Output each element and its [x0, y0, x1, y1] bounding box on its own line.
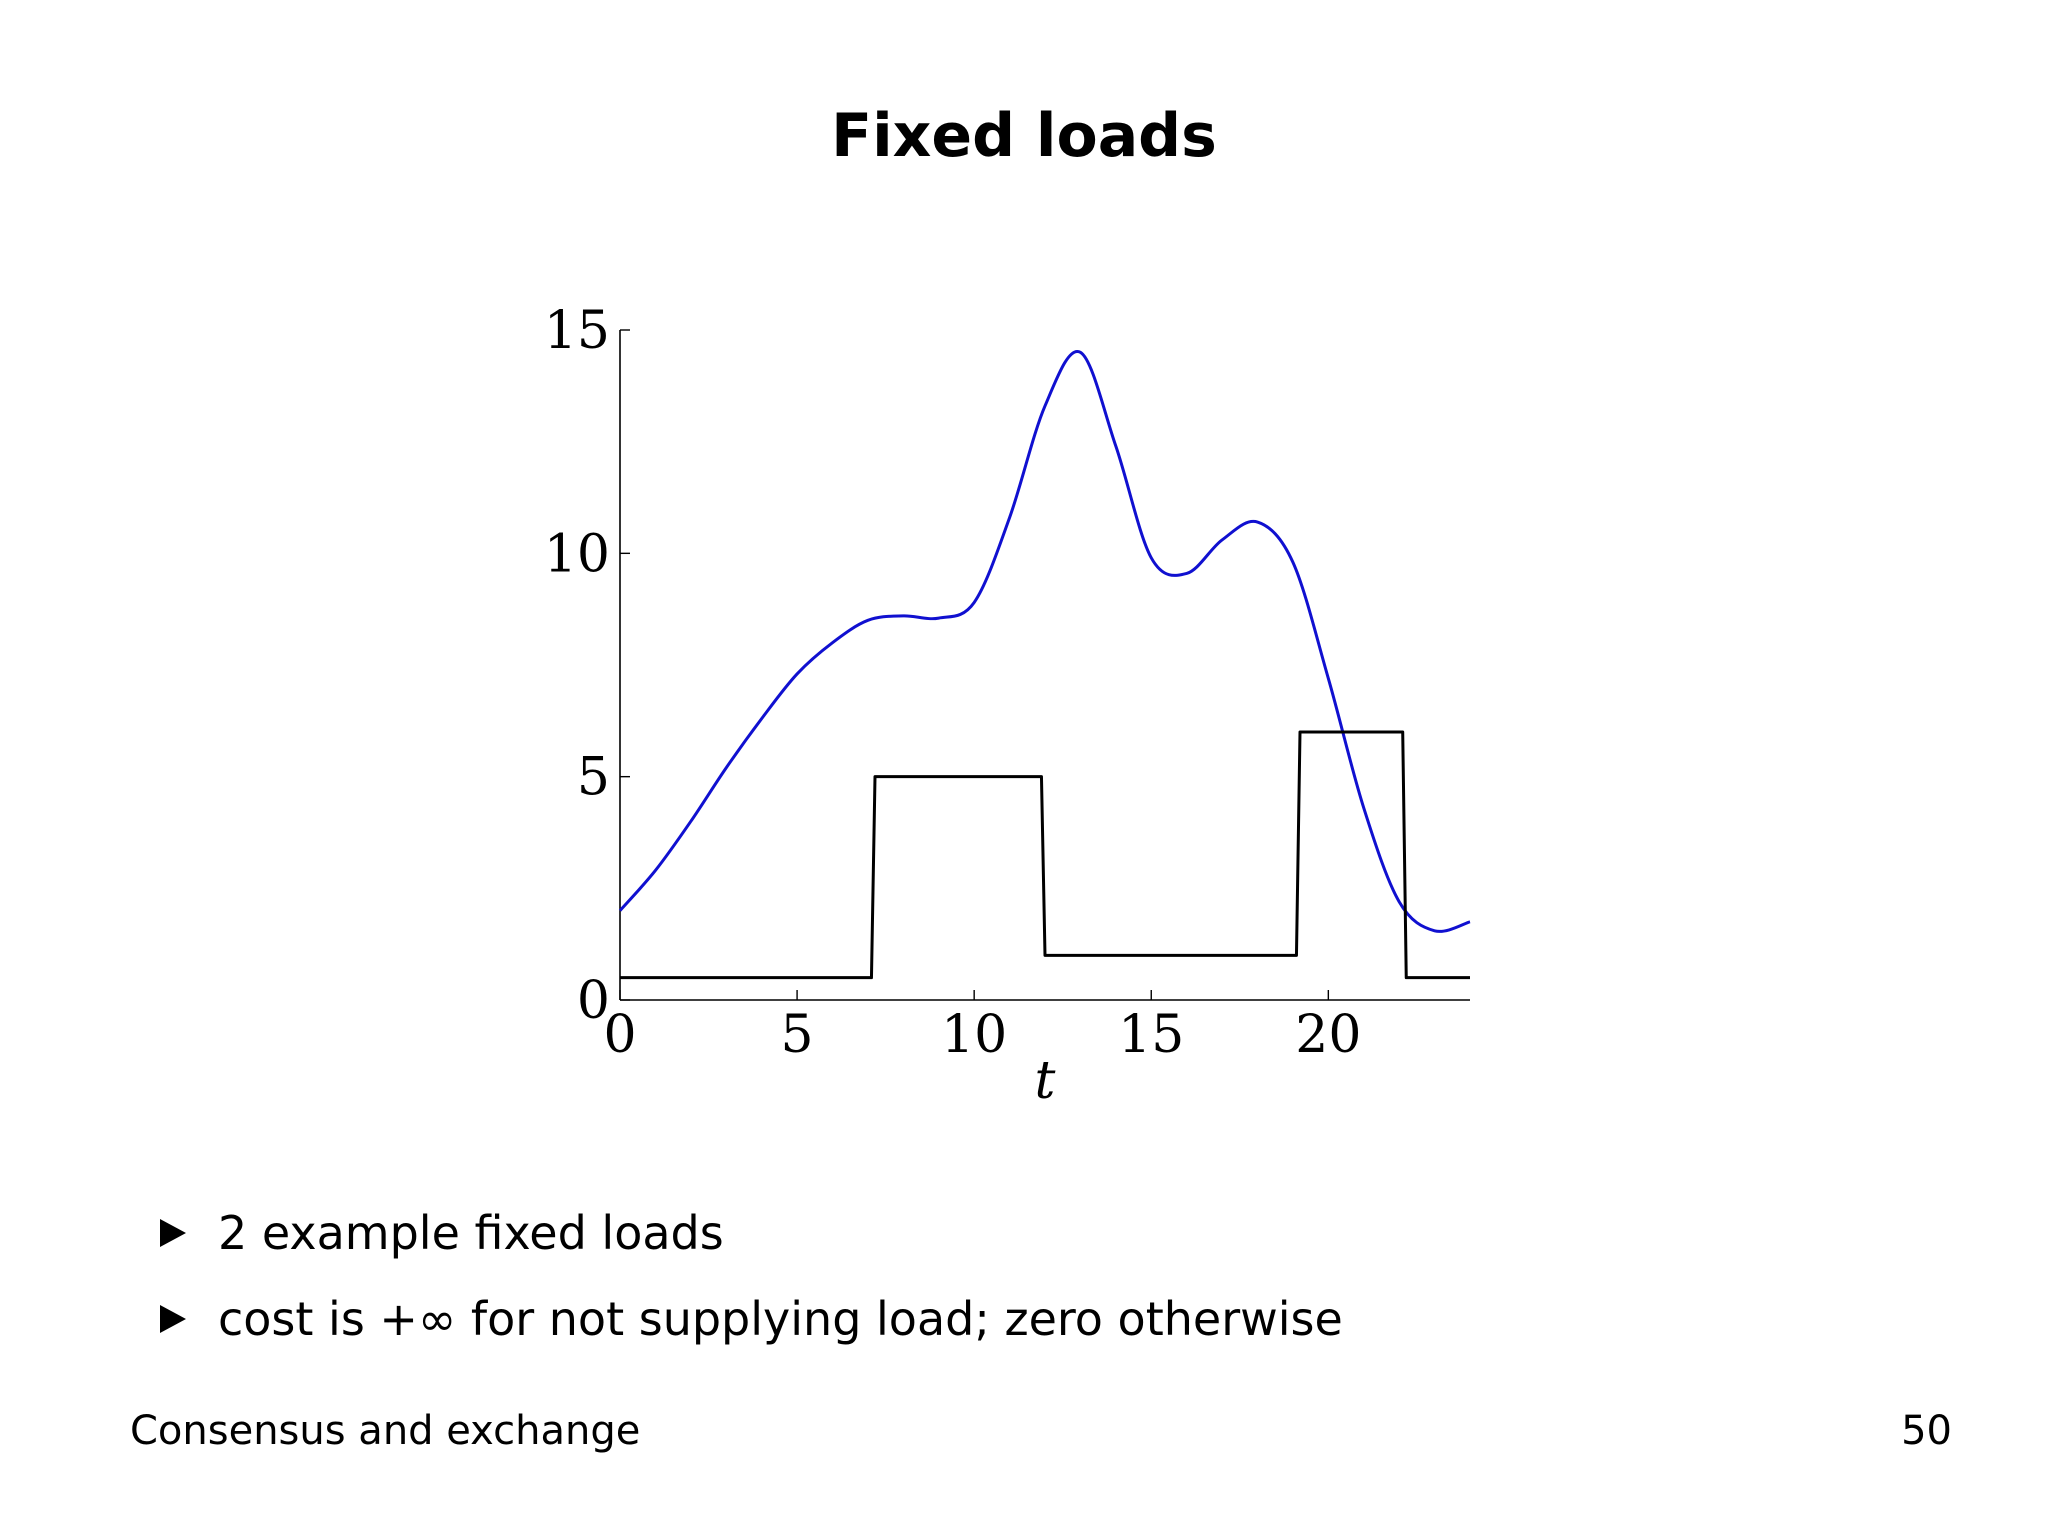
- x-tick-label: 0: [603, 1005, 636, 1065]
- page-number: 50: [1901, 1408, 1952, 1454]
- bullet-text: cost is +∞ for not supplying load; zero …: [218, 1292, 1343, 1346]
- bullet-item: 2 example fixed loads: [160, 1190, 1343, 1276]
- bullet-list: 2 example fixed loads cost is +∞ for not…: [160, 1190, 1343, 1362]
- footer-section-title: Consensus and exchange: [130, 1408, 641, 1454]
- y-tick-label: 5: [577, 748, 610, 808]
- series-layer: [618, 350, 1471, 980]
- x-tick-label: 20: [1295, 1005, 1361, 1065]
- y-tick-label: 15: [544, 301, 610, 361]
- x-tick-label: 5: [781, 1005, 814, 1065]
- y-tick-label: 0: [577, 971, 610, 1031]
- bullet-text: 2 example fixed loads: [218, 1206, 724, 1260]
- x-tick-label: 10: [941, 1005, 1007, 1065]
- x-axis-title: t: [1035, 1051, 1056, 1111]
- ticks-layer: 0 5 10 15 20 0 5 10 15: [544, 301, 1362, 1065]
- fixed-loads-chart: 0 5 10 15 20 0 5 10 15 t: [520, 290, 1500, 1130]
- chart-svg: 0 5 10 15 20 0 5 10 15 t: [544, 301, 1471, 1111]
- bullet-triangle-icon: [160, 1305, 186, 1333]
- series-line-2: [620, 730, 1470, 980]
- series-line-1: [618, 350, 1471, 933]
- slide-title: Fixed loads: [831, 101, 1217, 171]
- x-tick-label: 15: [1118, 1005, 1184, 1065]
- bullet-item: cost is +∞ for not supplying load; zero …: [160, 1276, 1343, 1362]
- bullet-triangle-icon: [160, 1219, 186, 1247]
- y-tick-label: 10: [544, 524, 610, 584]
